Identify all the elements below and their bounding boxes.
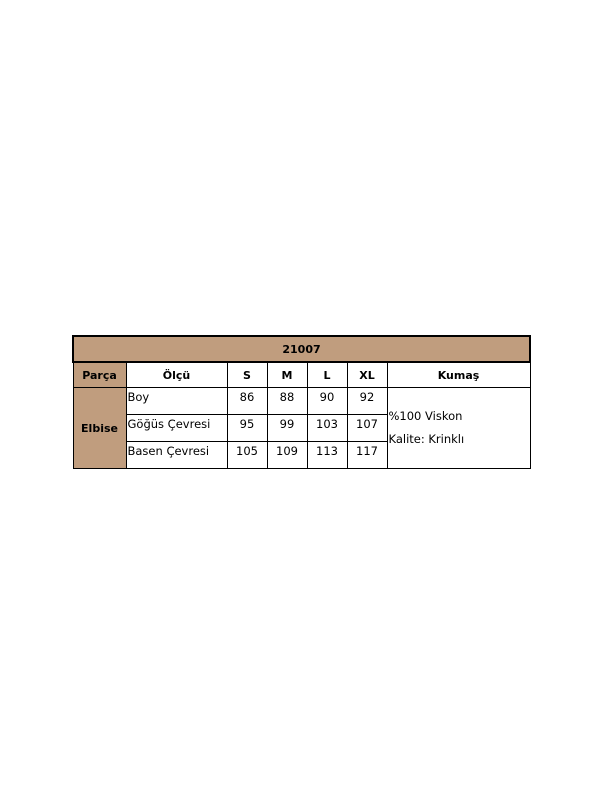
row-label: Boy xyxy=(125,387,228,415)
part-name: Elbise xyxy=(72,387,127,469)
cell-s: 95 xyxy=(226,414,268,442)
title-row: 21007 xyxy=(71,335,532,363)
header-fabric: Kumaş xyxy=(386,361,531,388)
row-label: Göğüs Çevresi xyxy=(125,414,228,442)
cell-xl: 117 xyxy=(346,441,388,469)
cell-l: 103 xyxy=(306,414,348,442)
cell-l: 90 xyxy=(306,387,348,415)
header-l: L xyxy=(306,361,348,388)
size-chart-table: 21007 Parça Ölçü S M L XL Kumaş Elbise B… xyxy=(71,335,532,469)
header-s: S xyxy=(226,361,268,388)
fabric-quality: Kalite: Krinklı xyxy=(388,432,465,446)
row-label: Basen Çevresi xyxy=(125,441,228,469)
header-m: M xyxy=(266,361,308,388)
cell-m: 99 xyxy=(266,414,308,442)
table-row: Göğüs Çevresi 95 99 103 107 xyxy=(73,414,530,442)
header-row: Parça Ölçü S M L XL Kumaş xyxy=(72,361,531,388)
cell-m: 109 xyxy=(266,441,308,469)
table-row: Basen Çevresi 105 109 113 117 xyxy=(73,441,530,469)
header-part: Parça xyxy=(72,361,127,388)
cell-s: 86 xyxy=(226,387,268,415)
header-measure: Ölçü xyxy=(125,361,228,388)
table-row: Elbise Boy 86 88 90 92 %100 Viskon Kalit… xyxy=(72,387,531,469)
cell-xl: 107 xyxy=(346,414,388,442)
cell-s: 105 xyxy=(226,441,268,469)
product-code: 21007 xyxy=(71,335,532,363)
cell-l: 113 xyxy=(306,441,348,469)
header-xl: XL xyxy=(346,361,388,388)
fabric-cell: %100 Viskon Kalite: Krinklı xyxy=(386,387,531,469)
fabric-composition: %100 Viskon xyxy=(388,409,463,423)
cell-xl: 92 xyxy=(346,387,388,415)
cell-m: 88 xyxy=(266,387,308,415)
